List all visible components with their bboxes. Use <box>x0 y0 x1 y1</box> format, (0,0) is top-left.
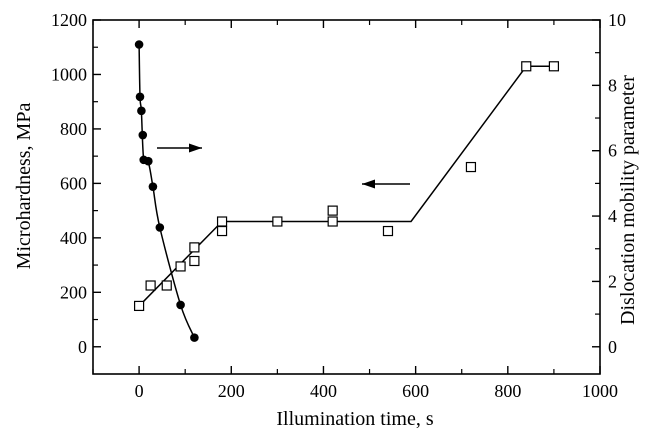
microhardness-point <box>327 205 338 216</box>
y-right-tick-label: 4 <box>608 206 617 226</box>
microhardness-point <box>465 161 477 173</box>
x-tick-label: 800 <box>494 381 521 401</box>
y-left-axis-title: Microhardness, MPa <box>13 103 35 270</box>
y-right-tick-label: 10 <box>608 10 626 30</box>
microhardness-point <box>382 225 394 237</box>
right-axis-arrow-head <box>189 143 202 153</box>
microhardness-point <box>548 61 560 72</box>
microhardness-fit-line <box>138 65 554 307</box>
microhardness-point <box>189 255 200 267</box>
plot-area: 0 200 400 600 800 1000 0 200 400 600 800 1000 1200 0 2… <box>51 10 626 401</box>
microhardness-point <box>327 216 338 227</box>
y-right-tick-label: 2 <box>608 271 617 291</box>
plot-frame <box>92 19 601 375</box>
y-right-axis-title: Dislocation mobility parameter <box>617 75 639 325</box>
microhardness-point <box>145 280 156 291</box>
x-axis-title: Illumination time, s <box>276 408 433 430</box>
mobility-point <box>155 223 165 232</box>
mobility-point <box>138 130 148 140</box>
x-tick-label: 200 <box>218 381 245 401</box>
x-tick-label: 0 <box>135 381 144 401</box>
y-right-tick-label: 0 <box>608 337 617 357</box>
mobility-fit-line <box>138 44 196 338</box>
microhardness-point <box>161 280 172 291</box>
microhardness-point <box>216 216 228 227</box>
mobility-point <box>135 92 145 102</box>
y-left-tick-label: 1000 <box>51 64 87 84</box>
y-left-tick-label: 600 <box>60 173 87 193</box>
mobility-point <box>190 333 199 342</box>
mobility-point <box>148 182 158 191</box>
x-tick-label: 400 <box>310 381 337 401</box>
microhardness-point <box>133 300 145 312</box>
y-left-tick-label: 400 <box>60 228 87 248</box>
x-tick-label: 600 <box>402 381 429 401</box>
mobility-point <box>144 156 153 166</box>
microhardness-point <box>272 216 283 227</box>
microhardness-point <box>175 261 186 272</box>
mobility-point <box>134 40 144 49</box>
microhardness-point <box>216 225 228 237</box>
mobility-point <box>137 106 146 116</box>
y-left-tick-label: 0 <box>78 337 87 357</box>
y-left-tick-label: 800 <box>60 119 87 139</box>
y-left-tick-label: 200 <box>60 282 87 302</box>
y-right-tick-label: 8 <box>608 75 617 95</box>
y-right-tick-label: 6 <box>608 141 617 161</box>
microhardness-point <box>521 61 532 72</box>
y-left-tick-label: 1200 <box>51 10 87 30</box>
microhardness-point <box>189 242 200 253</box>
mobility-point <box>176 300 185 310</box>
left-axis-arrow-head <box>362 179 375 189</box>
x-tick-label: 1000 <box>582 381 618 401</box>
